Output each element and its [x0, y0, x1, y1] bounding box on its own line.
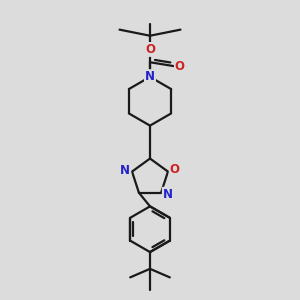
Text: O: O: [170, 163, 180, 176]
Text: N: N: [163, 188, 173, 201]
Text: O: O: [145, 43, 155, 56]
Text: N: N: [120, 164, 130, 177]
Text: O: O: [175, 60, 185, 73]
Text: N: N: [145, 70, 155, 83]
Text: N: N: [145, 70, 155, 83]
